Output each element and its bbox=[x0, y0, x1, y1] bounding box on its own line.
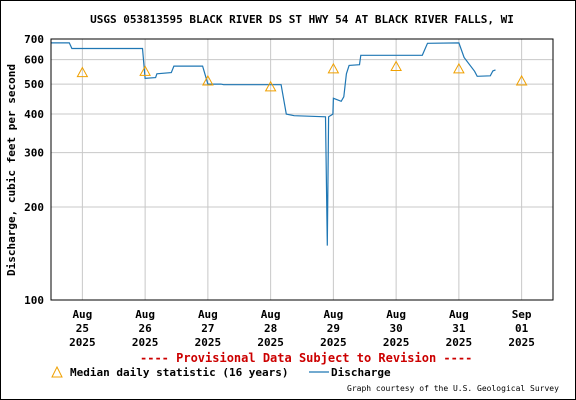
median-triangle-marker bbox=[202, 74, 214, 86]
graph-credit: Graph courtesy of the U.S. Geological Su… bbox=[347, 384, 559, 393]
discharge-line bbox=[51, 42, 496, 246]
x-tick-label: Aug bbox=[386, 308, 406, 321]
median-triangle-marker bbox=[453, 62, 465, 74]
median-triangle-marker bbox=[327, 62, 340, 74]
y-tick-label: 200 bbox=[24, 201, 44, 214]
x-tick-label: 2025 bbox=[195, 336, 222, 349]
median-triangle-marker bbox=[390, 60, 402, 72]
x-tick-label: 2025 bbox=[508, 336, 535, 349]
x-tick-label: Aug bbox=[261, 308, 281, 321]
x-tick-label: 29 bbox=[327, 322, 340, 335]
x-tick-label: Aug bbox=[135, 308, 155, 321]
x-tick-label: 2025 bbox=[257, 336, 284, 349]
x-tick-label: 2025 bbox=[446, 336, 473, 349]
y-tick-label: 100 bbox=[24, 294, 44, 307]
legend-line-icon bbox=[309, 371, 329, 373]
x-tick-label: Aug bbox=[323, 308, 343, 321]
median-triangle-marker bbox=[264, 80, 277, 92]
y-tick-label: 600 bbox=[24, 54, 44, 67]
x-tick-label: Sep bbox=[512, 308, 532, 321]
median-triangle-marker bbox=[76, 66, 89, 78]
legend: Median daily statistic (16 years) Discha… bbox=[50, 365, 450, 381]
x-tick-label: 2025 bbox=[132, 336, 159, 349]
x-tick-label: 30 bbox=[390, 322, 403, 335]
x-tick-label: 25 bbox=[76, 322, 89, 335]
y-axis-label: Discharge, cubic feet per second bbox=[5, 64, 18, 276]
y-tick-label: 300 bbox=[24, 147, 44, 160]
x-tick-label: 28 bbox=[264, 322, 277, 335]
x-tick-label: 2025 bbox=[383, 336, 410, 349]
x-tick-label: Aug bbox=[198, 308, 218, 321]
y-tick-label: 500 bbox=[24, 78, 44, 91]
legend-triangle-icon bbox=[51, 366, 63, 378]
x-tick-label: Aug bbox=[449, 308, 469, 321]
chart-title: USGS 053813595 BLACK RIVER DS ST HWY 54 … bbox=[90, 13, 514, 26]
x-tick-label: 27 bbox=[201, 322, 214, 335]
legend-discharge-label: Discharge bbox=[331, 366, 391, 379]
median-triangle-marker bbox=[515, 74, 528, 86]
median-triangle-marker bbox=[139, 65, 151, 76]
plot-area-border bbox=[50, 38, 554, 301]
x-tick-label: 2025 bbox=[69, 336, 96, 349]
legend-median-label: Median daily statistic (16 years) bbox=[70, 366, 289, 379]
x-tick-label: Aug bbox=[72, 308, 92, 321]
provisional-warning: ---- Provisional Data Subject to Revisio… bbox=[140, 351, 473, 365]
y-tick-label: 400 bbox=[24, 108, 44, 121]
x-tick-label: 2025 bbox=[320, 336, 347, 349]
x-tick-label: 31 bbox=[452, 322, 466, 335]
x-tick-label: 26 bbox=[139, 322, 153, 335]
y-tick-label: 700 bbox=[24, 33, 44, 46]
x-tick-label: 01 bbox=[515, 322, 529, 335]
